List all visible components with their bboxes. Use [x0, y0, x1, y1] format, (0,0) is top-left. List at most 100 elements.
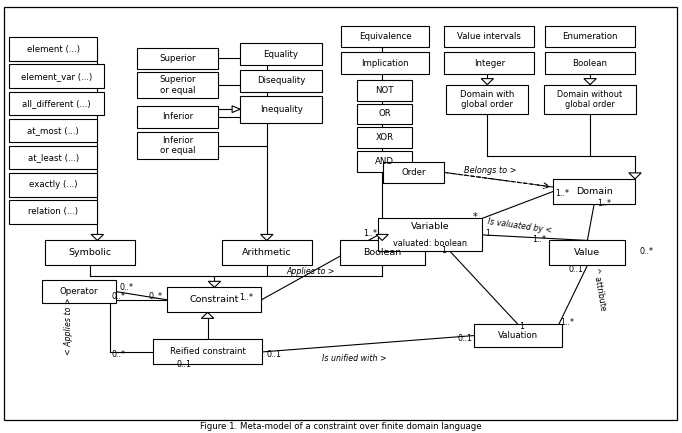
Text: at_most (...): at_most (...)	[27, 126, 79, 135]
FancyBboxPatch shape	[9, 91, 104, 115]
Text: at_least (...): at_least (...)	[27, 153, 78, 162]
Text: Equality: Equality	[264, 49, 299, 58]
Text: Value: Value	[574, 249, 600, 258]
Text: 0..*: 0..*	[119, 283, 134, 292]
Text: 1..*: 1..*	[533, 235, 546, 244]
Text: Superior: Superior	[160, 54, 196, 63]
Text: Valuation: Valuation	[498, 331, 538, 340]
FancyBboxPatch shape	[9, 119, 98, 142]
Text: Figure 1. Meta-model of a constraint over finite domain language: Figure 1. Meta-model of a constraint ove…	[201, 422, 481, 431]
Text: Constraint: Constraint	[190, 295, 239, 304]
FancyBboxPatch shape	[357, 103, 413, 124]
Text: Belongs to >: Belongs to >	[464, 166, 517, 175]
Text: element (...): element (...)	[27, 45, 80, 54]
FancyBboxPatch shape	[545, 26, 635, 47]
FancyBboxPatch shape	[341, 26, 430, 47]
Text: relation (...): relation (...)	[28, 207, 78, 216]
Text: Value intervals: Value intervals	[458, 32, 521, 41]
Text: Superior
or equal: Superior or equal	[160, 75, 196, 95]
Text: exactly (...): exactly (...)	[29, 180, 77, 189]
Text: 0..1: 0..1	[568, 265, 583, 274]
Text: valuated: boolean: valuated: boolean	[393, 239, 467, 248]
Text: Enumeration: Enumeration	[563, 32, 618, 41]
Text: 1..*: 1..*	[239, 293, 253, 302]
Text: all_different (...): all_different (...)	[23, 99, 91, 108]
Text: *: *	[473, 212, 477, 222]
FancyBboxPatch shape	[553, 179, 635, 204]
Text: Boolean: Boolean	[363, 249, 401, 258]
Text: ^ attribute: ^ attribute	[591, 267, 608, 311]
Text: Equivalence: Equivalence	[359, 32, 411, 41]
Polygon shape	[208, 281, 220, 288]
Polygon shape	[481, 79, 494, 84]
Text: element_var (...): element_var (...)	[21, 72, 92, 81]
Polygon shape	[91, 234, 104, 240]
FancyBboxPatch shape	[240, 43, 322, 65]
Text: Boolean: Boolean	[573, 58, 608, 68]
Text: < Applies to >: < Applies to >	[64, 297, 73, 355]
FancyBboxPatch shape	[357, 80, 413, 100]
Text: Operator: Operator	[60, 287, 98, 296]
FancyBboxPatch shape	[42, 281, 117, 303]
Text: 1..*: 1..*	[560, 318, 574, 327]
FancyBboxPatch shape	[445, 52, 534, 74]
FancyBboxPatch shape	[544, 84, 636, 114]
Text: 1: 1	[519, 322, 524, 331]
FancyBboxPatch shape	[445, 26, 534, 47]
Text: 0..*: 0..*	[112, 350, 125, 359]
Text: 0..1: 0..1	[177, 360, 192, 369]
Text: 0..1: 0..1	[266, 350, 281, 359]
Text: XOR: XOR	[376, 133, 394, 142]
FancyBboxPatch shape	[340, 240, 425, 265]
Text: Inequality: Inequality	[260, 105, 303, 114]
FancyBboxPatch shape	[137, 132, 218, 159]
FancyBboxPatch shape	[240, 96, 322, 123]
FancyBboxPatch shape	[341, 52, 430, 74]
FancyBboxPatch shape	[9, 146, 98, 169]
FancyBboxPatch shape	[379, 219, 482, 251]
FancyBboxPatch shape	[137, 72, 218, 98]
FancyBboxPatch shape	[474, 324, 562, 347]
Text: Inferior: Inferior	[162, 113, 193, 121]
FancyBboxPatch shape	[153, 339, 262, 365]
FancyBboxPatch shape	[357, 127, 413, 148]
Polygon shape	[261, 234, 273, 240]
Text: Implication: Implication	[361, 58, 409, 68]
Polygon shape	[629, 173, 641, 179]
Text: 1..*: 1..*	[363, 229, 377, 238]
Text: 0..*: 0..*	[112, 292, 125, 301]
Text: NOT: NOT	[375, 86, 394, 95]
Polygon shape	[584, 79, 596, 84]
Text: 1: 1	[441, 246, 446, 255]
Text: Domain: Domain	[576, 187, 612, 196]
Text: 0..1: 0..1	[458, 334, 473, 343]
Text: Domain with
global order: Domain with global order	[460, 90, 514, 109]
Text: Inferior
or equal: Inferior or equal	[160, 136, 196, 155]
FancyBboxPatch shape	[357, 151, 413, 171]
FancyBboxPatch shape	[168, 288, 261, 312]
Text: Applies to >: Applies to >	[286, 267, 335, 275]
Text: AND: AND	[375, 157, 394, 166]
Text: OR: OR	[379, 110, 391, 118]
Text: Disequality: Disequality	[257, 76, 306, 85]
FancyBboxPatch shape	[137, 106, 218, 128]
FancyBboxPatch shape	[9, 173, 98, 197]
Text: 1..*: 1..*	[554, 189, 569, 197]
FancyBboxPatch shape	[549, 240, 625, 265]
FancyBboxPatch shape	[9, 37, 98, 61]
Text: 0..*: 0..*	[149, 292, 163, 301]
Text: Is unified with >: Is unified with >	[323, 354, 387, 363]
Text: 0..*: 0..*	[639, 247, 653, 256]
Polygon shape	[232, 106, 240, 113]
FancyBboxPatch shape	[383, 162, 445, 183]
Text: Reified constraint: Reified constraint	[170, 347, 246, 356]
FancyBboxPatch shape	[9, 65, 104, 88]
FancyBboxPatch shape	[447, 84, 528, 114]
Text: Integer: Integer	[474, 58, 505, 68]
Text: 1..*: 1..*	[597, 198, 611, 207]
Polygon shape	[201, 312, 213, 318]
FancyBboxPatch shape	[137, 48, 218, 69]
Text: 1: 1	[486, 229, 490, 238]
Text: Domain without
global order: Domain without global order	[557, 90, 623, 109]
FancyBboxPatch shape	[240, 70, 322, 91]
